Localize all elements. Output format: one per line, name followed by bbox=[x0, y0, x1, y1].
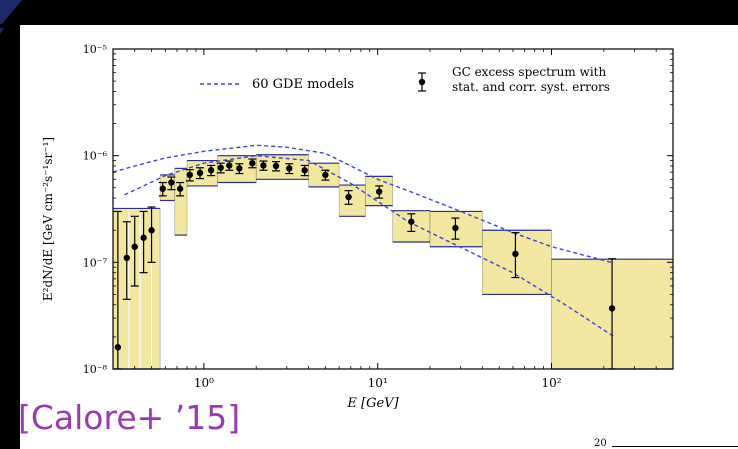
data-point-23 bbox=[452, 224, 459, 232]
y-tick-label: 10⁻⁵ bbox=[83, 43, 107, 56]
accent-stripe bbox=[0, 0, 22, 24]
page-number: 20 bbox=[594, 438, 607, 449]
band-7 bbox=[338, 184, 366, 217]
x-tick-label: 10⁰ bbox=[194, 376, 214, 390]
data-point-8 bbox=[186, 171, 194, 179]
data-point-24 bbox=[512, 250, 519, 258]
gde-line-1 bbox=[124, 154, 615, 338]
data-point-1 bbox=[123, 254, 130, 262]
data-point-16 bbox=[272, 162, 280, 170]
x-tick-label: 10² bbox=[541, 376, 561, 390]
legend-excess-label-line1: GC excess spectrum with bbox=[452, 65, 606, 79]
data-point-14 bbox=[249, 159, 256, 167]
excess-data-points bbox=[113, 158, 617, 370]
data-point-20 bbox=[345, 193, 352, 201]
data-point-21 bbox=[375, 188, 383, 195]
x-axis-label: E [GeV] bbox=[346, 396, 399, 411]
figure-panel: 10⁰ 10¹ 10² 10⁻⁸ 10⁻⁷ 10⁻⁶ 10⁻⁵ E [GeV] E²dN/dE … bbox=[20, 25, 738, 449]
footer-rule bbox=[612, 446, 738, 447]
data-point-9 bbox=[196, 169, 204, 177]
data-point-15 bbox=[260, 162, 267, 169]
data-point-12 bbox=[226, 162, 233, 169]
data-point-3 bbox=[140, 234, 147, 241]
data-point-7 bbox=[176, 185, 184, 192]
data-point-25 bbox=[608, 305, 616, 312]
y-tick-label: 10⁻⁶ bbox=[83, 150, 108, 163]
band-2 bbox=[174, 168, 188, 236]
gde-model-lines bbox=[112, 144, 615, 338]
legend-excess-marker bbox=[418, 78, 426, 86]
data-point-11 bbox=[217, 164, 224, 171]
data-point-4 bbox=[148, 227, 155, 234]
data-point-6 bbox=[168, 179, 175, 186]
data-point-0 bbox=[114, 344, 122, 351]
y-axis-label: E²dN/dE [GeV cm⁻²s⁻¹sr⁻¹] bbox=[41, 137, 55, 301]
y-tick-label: 10⁻⁷ bbox=[83, 256, 108, 269]
axes: 10⁰ 10¹ 10² 10⁻⁸ 10⁻⁷ 10⁻⁶ 10⁻⁵ E [GeV] E²dN/dE … bbox=[41, 43, 674, 411]
uncertainty-bands bbox=[112, 154, 674, 370]
legend-gde-label: 60 GDE models bbox=[252, 77, 354, 92]
data-point-18 bbox=[301, 167, 308, 174]
data-point-17 bbox=[286, 165, 293, 172]
y-tick-label: 10⁻⁸ bbox=[83, 363, 108, 376]
data-point-13 bbox=[236, 165, 243, 172]
legend-excess-label-line2: stat. and corr. syst. errors bbox=[452, 80, 610, 94]
plot-frame bbox=[112, 48, 674, 370]
data-point-19 bbox=[322, 171, 329, 179]
data-point-5 bbox=[159, 185, 166, 192]
legend: 60 GDE models GC excess spectrum withstat… bbox=[200, 65, 610, 94]
data-point-10 bbox=[207, 167, 215, 174]
citation-text: [Calore+ ’15] bbox=[18, 398, 241, 437]
data-point-22 bbox=[408, 218, 415, 225]
data-point-2 bbox=[131, 243, 138, 250]
x-tick-label: 10¹ bbox=[368, 376, 388, 390]
spectrum-chart: 10⁰ 10¹ 10² 10⁻⁸ 10⁻⁷ 10⁻⁶ 10⁻⁵ E [GeV] E²dN/dE … bbox=[41, 43, 674, 411]
band-0 bbox=[112, 208, 161, 370]
